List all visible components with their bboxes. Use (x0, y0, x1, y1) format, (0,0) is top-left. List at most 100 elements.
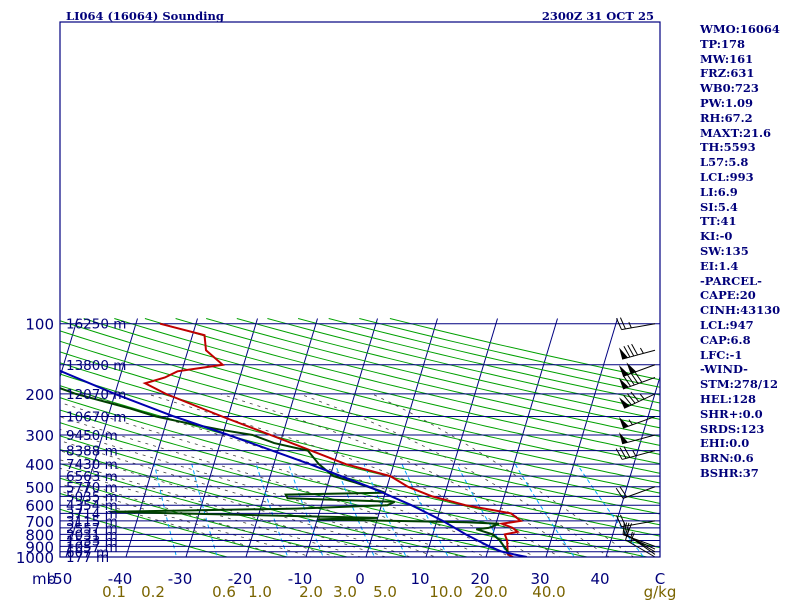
mixing-ratio-line (401, 463, 449, 557)
moist-adiabat-line (60, 429, 462, 557)
mixing-ratio-line (255, 464, 289, 557)
moist-adiabat-line (60, 416, 487, 557)
parcel-profile-line (60, 369, 527, 557)
station-title: LI064 (16064) Sounding (66, 9, 224, 23)
height-label: 7430 m (66, 457, 118, 473)
dry-adiabat-line (60, 351, 660, 504)
index-line: LI:6.9 (700, 184, 738, 199)
dry-adiabat-line (60, 492, 290, 557)
index-line: LCL:947 (700, 317, 754, 332)
wind-barb-flag (631, 343, 639, 356)
index-line: KI:-0 (700, 229, 733, 244)
index-line: MAXT:21.6 (700, 125, 771, 140)
wind-barb-flag (623, 345, 631, 358)
wind-barb-pennant (619, 432, 628, 444)
sounding-indices-panel: WMO:16064 TP:178 MW:161 FRZ:631 WB0:723 PW:1.… (700, 22, 800, 481)
dry-adiabat-line (144, 318, 660, 446)
mixing-ratio-label: g/kg (644, 583, 677, 600)
wind-barb (615, 486, 656, 499)
valid-time: 2300Z 31 OCT 25 (542, 9, 654, 23)
wind-barb-flag (619, 486, 628, 498)
index-line: SW:135 (700, 243, 749, 258)
temp-tick-label: -20 (228, 570, 253, 588)
wind-barb-staff (622, 486, 656, 499)
dry-adiabat-line (114, 318, 660, 455)
wind-barb-flag (623, 394, 632, 406)
index-line: CAPE:20 (700, 288, 756, 303)
wind-barb-staff (622, 364, 656, 377)
wind-barb-flag (622, 522, 625, 535)
temp-tick-label: C (655, 570, 665, 588)
mixing-ratio-label: 10.0 (429, 583, 462, 600)
index-line: CAP:6.8 (700, 332, 751, 347)
moist-adiabat-line (371, 393, 635, 557)
wind-barb (615, 446, 656, 460)
temp-tick-label: -50 (48, 570, 73, 588)
wind-barb-half-flag (632, 450, 637, 457)
wind-barb-staff (622, 534, 656, 547)
index-line: LFC:-1 (700, 347, 743, 362)
dewpoint-profile-line (60, 387, 511, 555)
dry-adiabat-line (60, 435, 530, 557)
pressure-tick-label: 700 (25, 513, 54, 531)
wind-barb-half-flag (628, 322, 632, 329)
temp-tick-label: 10 (410, 570, 429, 588)
height-label: 12070 m (66, 387, 126, 403)
mixing-ratio-label: 1.0 (248, 583, 272, 600)
wind-barb-pennant (618, 365, 629, 377)
sounding-profiles (60, 322, 527, 557)
wind-barb-flag (623, 522, 628, 535)
dry-adiabat-line (60, 397, 660, 549)
wind-barb-pennant (618, 416, 629, 429)
index-line: TT:41 (700, 214, 737, 229)
wind-barb-flag (623, 375, 631, 387)
dry-adiabat-line (60, 330, 660, 484)
temp-tick-label: -10 (288, 570, 313, 588)
height-label: 5770 m (66, 480, 118, 496)
wind-barb-half-flag (639, 347, 644, 354)
dry-adiabat-line (60, 362, 660, 515)
height-label: 3714 m (66, 506, 118, 522)
height-label: 13800 m (66, 358, 126, 374)
wind-barb-flag (619, 317, 626, 330)
mixing-ratio-label: 2.0 (299, 583, 323, 600)
wind-barb-pennant (618, 377, 629, 390)
wind-barb-staff (622, 376, 656, 390)
temp-tick-label: 30 (530, 570, 549, 588)
height-label: 1533 m (66, 534, 118, 550)
pressure-tick-label: 300 (25, 427, 54, 445)
dry-adiabat-line (175, 318, 660, 438)
moist-adiabat-line (299, 393, 610, 557)
wind-barb (619, 432, 656, 445)
wind-barbs (615, 317, 656, 558)
mixing-ratio-line (456, 463, 510, 557)
wind-barb-flag (634, 371, 643, 383)
index-line: RH:67.2 (700, 110, 753, 125)
wind-barb-staff (623, 393, 656, 409)
wind-barb-flag (619, 447, 627, 459)
height-label: 6563 m (66, 469, 118, 485)
mixing-ratio-label: 0.1 (102, 583, 126, 600)
index-line: TP:178 (700, 36, 746, 51)
mixing-ratio-label: 0.6 (212, 583, 236, 600)
pressure-tick-label: 1000 (16, 549, 54, 567)
dry-adiabat-line (236, 318, 660, 420)
wind-barb (618, 416, 656, 429)
index-line: PW:1.09 (700, 95, 754, 110)
height-label: 607 m (66, 545, 109, 561)
background-grid (60, 318, 660, 557)
index-line: EHI:0.0 (700, 436, 750, 451)
pressure-unit-label: mb (32, 570, 56, 588)
wind-barb-flag (625, 522, 630, 535)
mixing-ratio-label: 3.0 (333, 583, 357, 600)
plot-frame (59, 21, 661, 558)
wind-barb (618, 362, 656, 377)
mixing-ratio-label: 20.0 (474, 583, 507, 600)
index-line: SRDS:123 (700, 421, 765, 436)
height-label: 9450 m (66, 428, 118, 444)
index-line: L57:5.8 (700, 155, 749, 170)
pressure-tick-label: 400 (25, 456, 54, 474)
index-line: TH:5593 (700, 140, 756, 155)
wind-barb-pennant (626, 362, 637, 374)
